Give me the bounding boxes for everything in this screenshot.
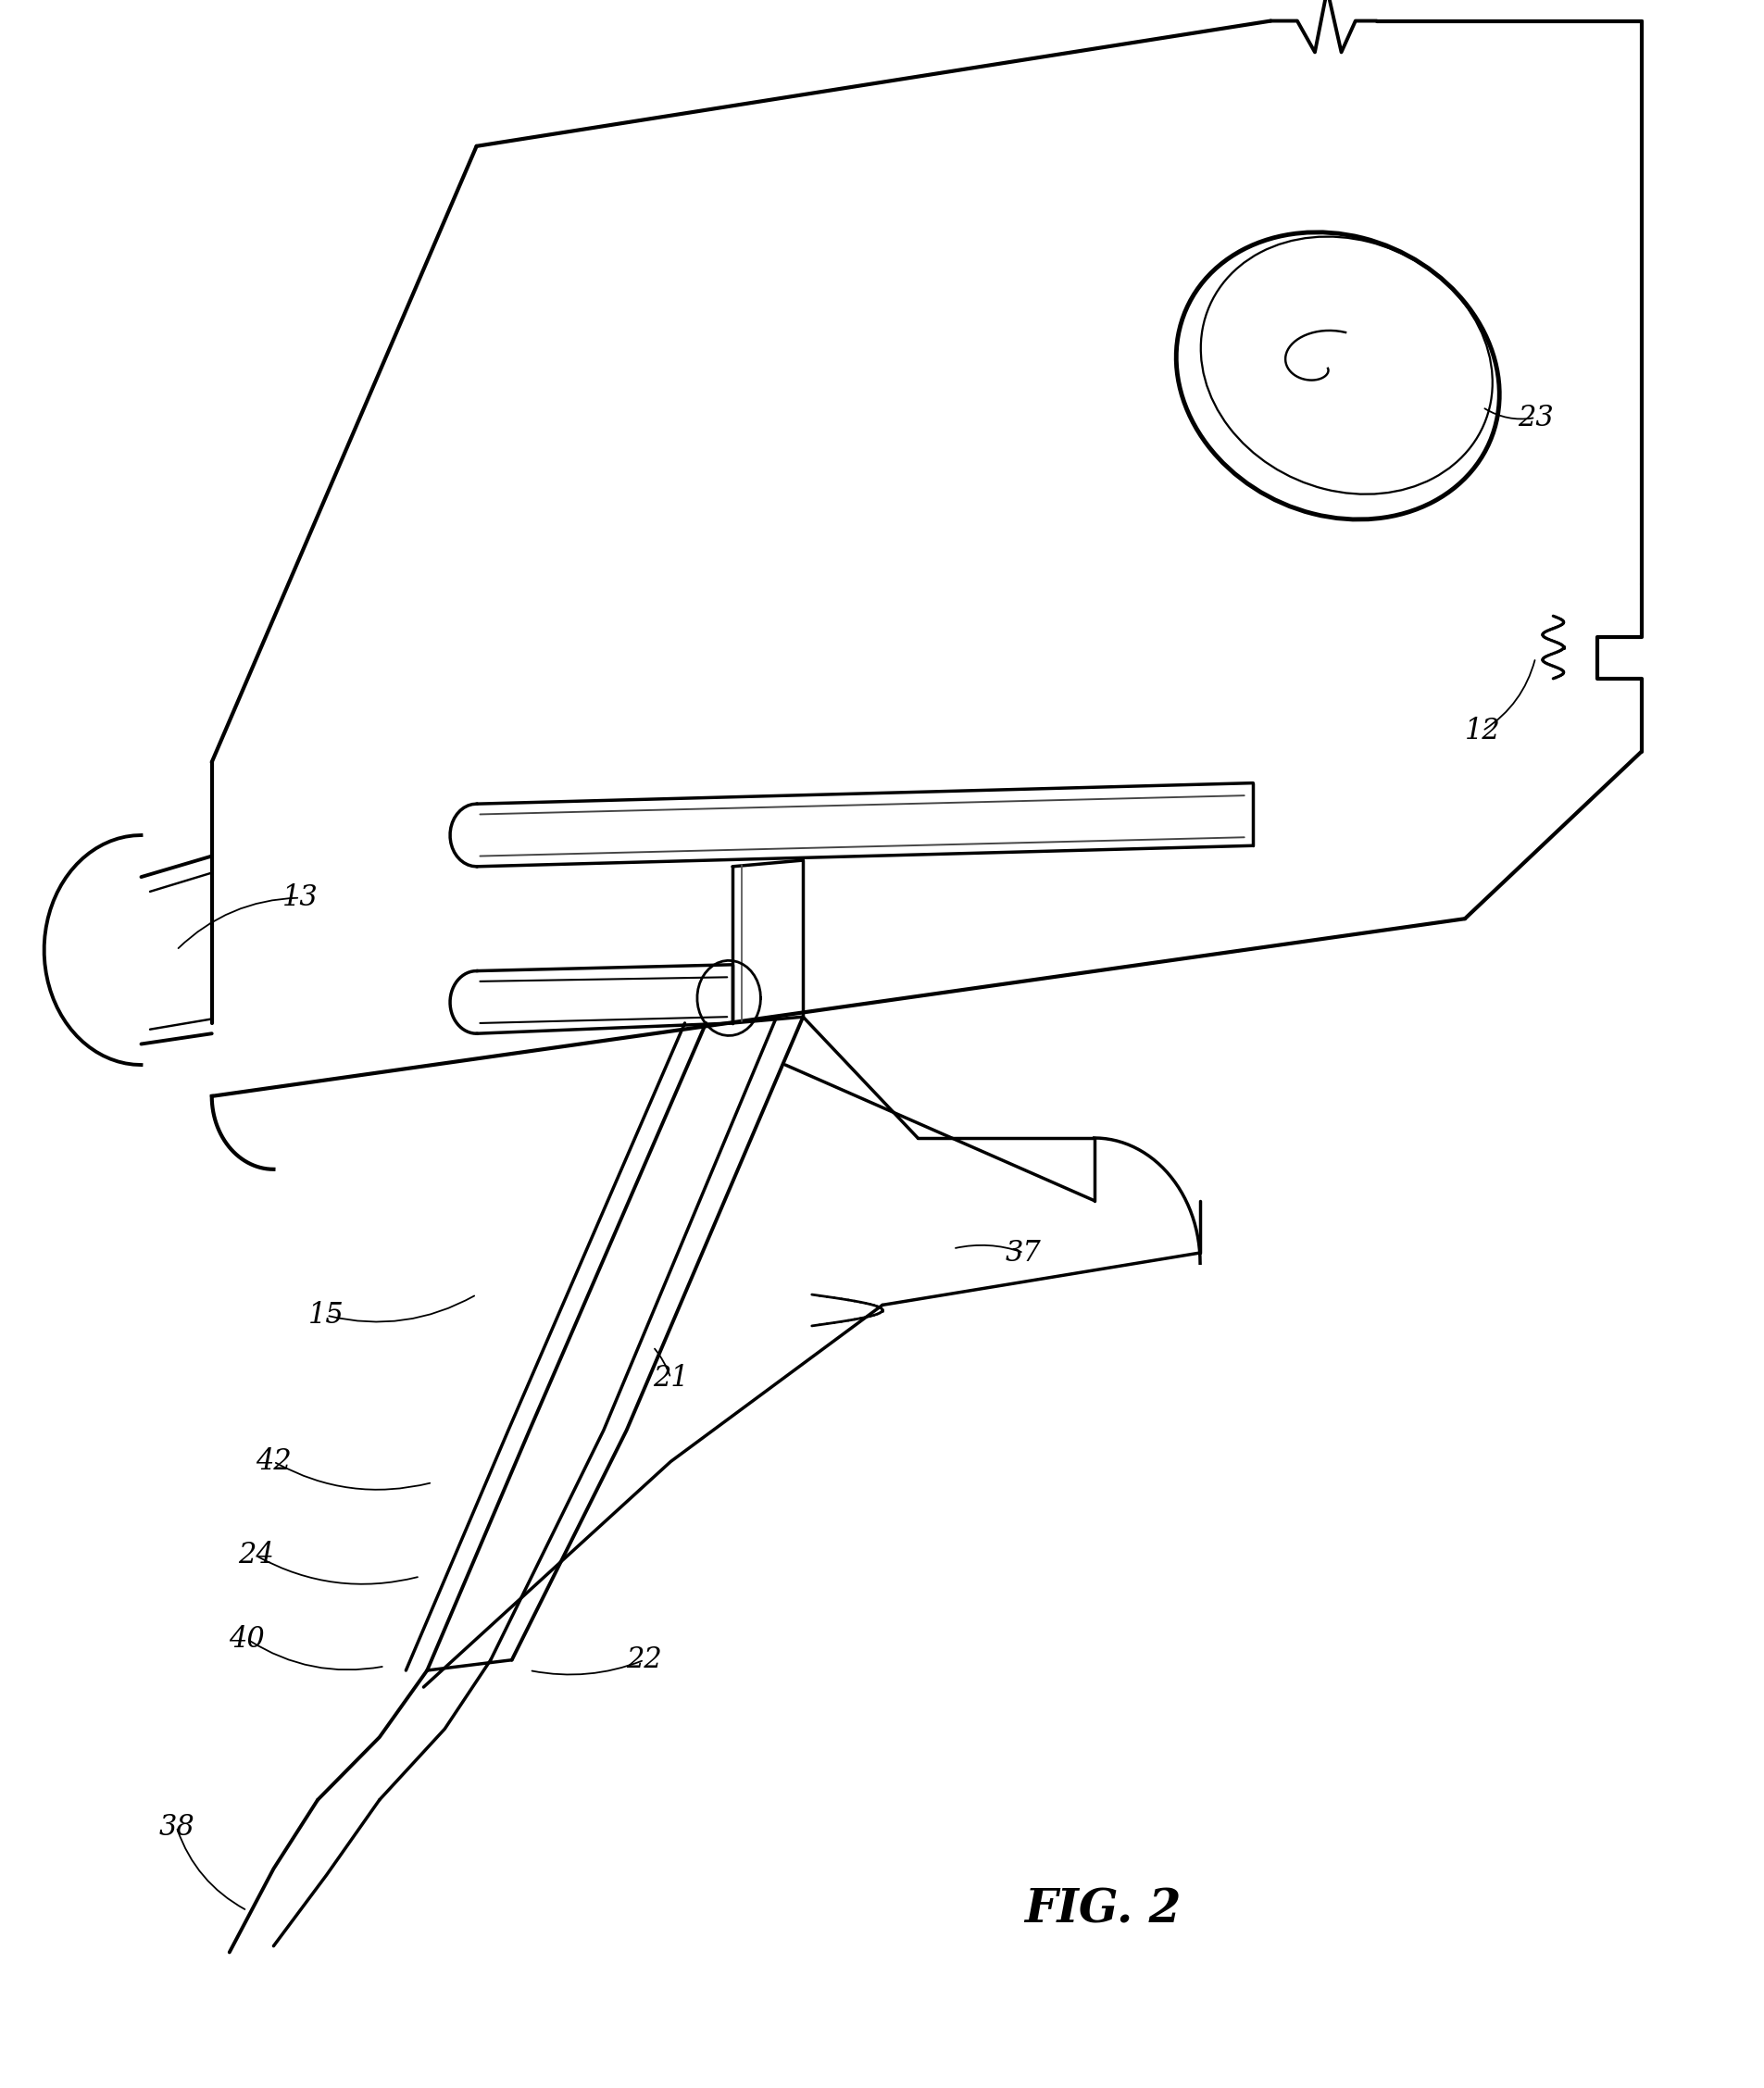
Text: 23: 23 (1517, 403, 1552, 432)
Text: 38: 38 (159, 1812, 194, 1842)
Text: 24: 24 (238, 1541, 273, 1570)
Text: FIG. 2: FIG. 2 (1025, 1888, 1180, 1933)
Text: 40: 40 (229, 1624, 265, 1654)
Text: 37: 37 (1005, 1238, 1041, 1267)
Text: 15: 15 (309, 1301, 344, 1330)
Text: 13: 13 (282, 883, 318, 912)
Text: 42: 42 (256, 1447, 291, 1476)
Text: 21: 21 (653, 1363, 688, 1393)
Text: 12: 12 (1464, 716, 1499, 745)
Text: 22: 22 (626, 1645, 662, 1675)
